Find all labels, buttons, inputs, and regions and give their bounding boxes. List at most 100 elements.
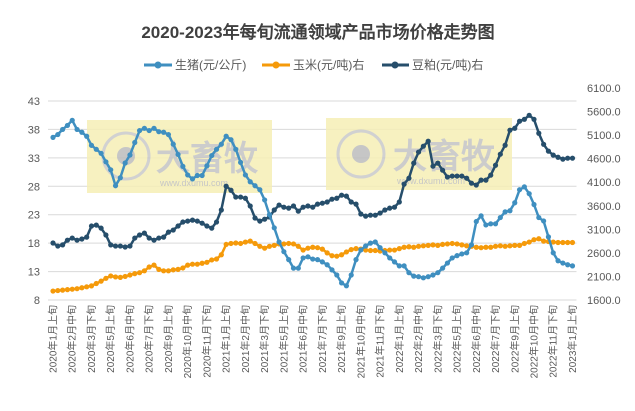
data-point — [300, 255, 306, 261]
data-point — [387, 205, 393, 211]
data-point — [396, 263, 402, 269]
data-point — [204, 223, 210, 229]
data-point — [74, 286, 80, 292]
data-point — [339, 252, 345, 258]
watermark-url-text: www.dxumu.com — [396, 176, 465, 186]
data-point — [497, 243, 503, 249]
data-point — [252, 183, 258, 189]
data-point — [199, 220, 205, 226]
data-point — [132, 235, 138, 241]
data-point — [339, 280, 345, 286]
data-point — [50, 134, 56, 140]
data-point — [367, 240, 374, 246]
data-point — [492, 243, 499, 249]
data-point — [79, 236, 85, 242]
data-point — [98, 225, 104, 231]
data-point — [550, 152, 556, 158]
data-point — [536, 236, 542, 242]
data-point — [300, 204, 306, 210]
data-point — [266, 243, 273, 249]
data-point — [512, 200, 518, 206]
data-point — [228, 137, 234, 143]
x-tick-label: 2022年5月上旬 — [451, 305, 464, 373]
y-right-tick-label: 2600.0 — [587, 248, 621, 260]
data-point — [233, 194, 239, 200]
data-point — [228, 187, 234, 193]
data-point — [286, 205, 292, 211]
legend: 生猪(元/公斤) 玉米(元/吨)右 豆粕(元/吨)右 — [144, 57, 483, 72]
data-point — [175, 151, 181, 158]
data-point — [194, 172, 200, 179]
data-point — [531, 201, 537, 208]
data-point — [468, 242, 475, 248]
data-point — [440, 167, 446, 173]
data-point — [60, 126, 66, 133]
legend-item-soymeal[interactable]: 豆粕(元/吨)右 — [382, 57, 483, 72]
logo-icon — [336, 129, 386, 179]
x-tick-label: 2021年9月上旬 — [335, 305, 348, 373]
data-point — [223, 133, 229, 139]
data-point — [521, 116, 527, 122]
data-point — [541, 238, 547, 244]
series-2 — [50, 112, 576, 250]
data-point — [242, 195, 248, 201]
data-point — [415, 243, 422, 249]
data-point — [507, 127, 513, 133]
y-left-tick-label: 23 — [28, 210, 40, 222]
data-point — [324, 199, 330, 205]
data-point — [502, 209, 508, 215]
x-tick-label: 2021年1月上旬 — [220, 305, 233, 373]
data-point — [108, 167, 114, 173]
data-point — [117, 243, 123, 249]
y-left-tick-label: 33 — [28, 153, 40, 165]
data-point — [199, 172, 205, 179]
data-point — [516, 187, 523, 193]
data-point — [569, 263, 576, 269]
data-point — [247, 203, 253, 209]
data-point — [146, 235, 152, 241]
data-point — [132, 271, 138, 277]
data-point — [488, 221, 494, 227]
data-point — [290, 203, 297, 209]
x-tick-label: 2021年3月下旬 — [258, 305, 271, 373]
data-point — [507, 208, 513, 214]
y-left-tick-label: 28 — [28, 181, 40, 193]
data-point — [151, 125, 157, 131]
data-point — [156, 129, 162, 135]
data-point — [377, 245, 383, 251]
data-point — [420, 275, 426, 281]
data-point — [459, 251, 465, 257]
x-tick-label: 2022年3月下旬 — [431, 305, 444, 373]
data-point — [88, 223, 95, 229]
data-point — [367, 212, 374, 218]
data-point — [512, 125, 518, 131]
legend-marker-pig — [154, 61, 162, 69]
data-point — [545, 148, 552, 154]
data-point — [127, 152, 133, 158]
data-point — [387, 247, 393, 253]
legend-item-corn[interactable]: 玉米(元/吨)右 — [262, 57, 364, 72]
left-axis-ticks: 43 38 33 28 23 18 13 8 — [28, 96, 40, 307]
data-point — [521, 184, 527, 190]
data-point — [286, 257, 292, 263]
data-point — [310, 204, 316, 210]
data-point — [492, 221, 499, 227]
data-point — [415, 274, 422, 280]
data-point — [257, 218, 263, 224]
data-point — [98, 150, 104, 156]
data-point — [565, 262, 571, 268]
data-point — [444, 241, 451, 247]
data-point — [50, 288, 56, 294]
data-point — [348, 199, 354, 205]
data-point — [300, 247, 306, 253]
data-point — [464, 175, 470, 181]
data-point — [569, 239, 576, 246]
data-point — [334, 195, 340, 201]
data-point — [252, 240, 258, 247]
data-point — [276, 239, 282, 245]
data-point — [319, 246, 325, 252]
legend-item-pig[interactable]: 生猪(元/公斤) — [144, 58, 246, 72]
data-point — [50, 240, 56, 246]
data-point — [478, 213, 484, 219]
